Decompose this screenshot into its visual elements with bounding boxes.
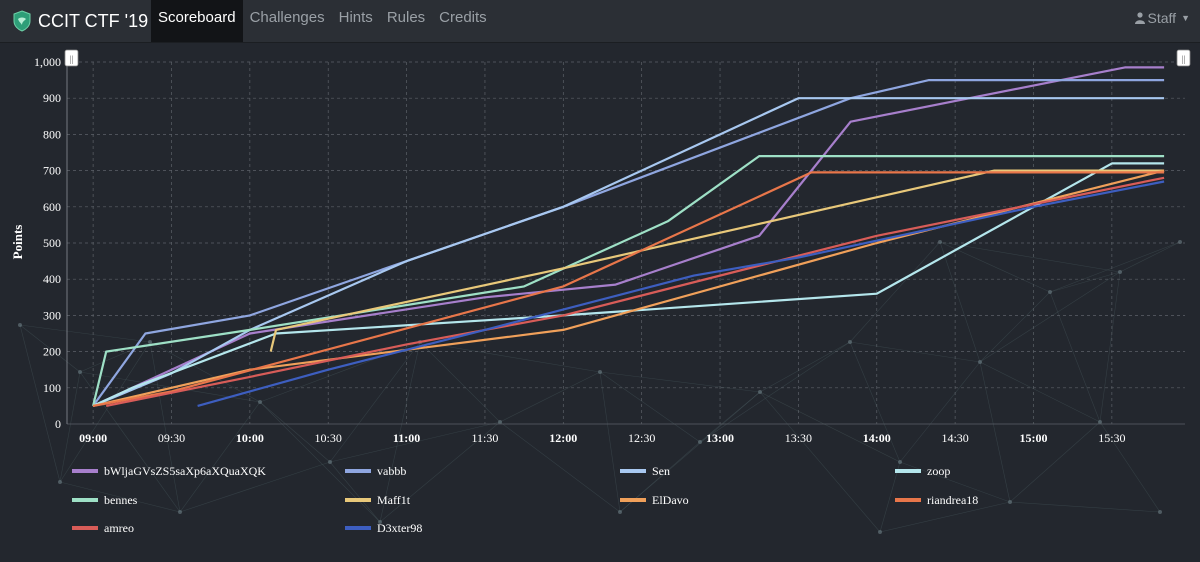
legend-swatch bbox=[895, 469, 921, 473]
x-tick-label: 11:30 bbox=[471, 431, 498, 445]
series-line-Sen[interactable] bbox=[92, 97, 1165, 407]
legend-swatch bbox=[620, 498, 646, 502]
series-line-zoop[interactable] bbox=[92, 162, 1165, 407]
y-tick-label: 400 bbox=[43, 272, 61, 286]
legend-item[interactable]: zoop bbox=[895, 464, 950, 478]
shield-logo-icon bbox=[13, 10, 31, 32]
y-tick-label: 700 bbox=[43, 164, 61, 178]
legend-label: Maff1t bbox=[377, 493, 411, 507]
x-tick-label: 15:30 bbox=[1098, 431, 1125, 445]
x-tick-label: 11:00 bbox=[393, 431, 420, 445]
y-tick-label: 200 bbox=[43, 345, 61, 359]
legend: bWljaGVsZS5saXp6aXQuaXQK vabbb Sen zoop benn… bbox=[72, 464, 978, 535]
legend-swatch bbox=[72, 498, 98, 502]
x-tick-label: 14:00 bbox=[863, 431, 891, 445]
legend-item[interactable]: Sen bbox=[620, 464, 670, 478]
series-lines bbox=[92, 66, 1165, 407]
tab-hints[interactable]: Hints bbox=[338, 9, 373, 26]
legend-swatch bbox=[345, 526, 371, 530]
legend-label: D3xter98 bbox=[377, 521, 422, 535]
legend-item[interactable]: riandrea18 bbox=[895, 493, 978, 507]
series-line-ElDavo[interactable] bbox=[92, 169, 1165, 407]
legend-swatch bbox=[72, 469, 98, 473]
brand[interactable]: CCIT CTF '19 bbox=[12, 0, 148, 42]
range-handle-left[interactable]: || bbox=[64, 49, 79, 67]
app-title: CCIT CTF '19 bbox=[38, 10, 149, 31]
legend-label: bennes bbox=[104, 493, 138, 507]
legend-label: zoop bbox=[927, 464, 950, 478]
x-tick-label: 12:00 bbox=[549, 431, 577, 445]
legend-label: vabbb bbox=[377, 464, 406, 478]
y-tick-label: 1,000 bbox=[34, 55, 61, 69]
y-tick-label: 300 bbox=[43, 308, 61, 322]
series-line-bennes[interactable] bbox=[92, 155, 1165, 407]
legend-item[interactable]: D3xter98 bbox=[345, 521, 422, 535]
legend-item[interactable]: ElDavo bbox=[620, 493, 689, 507]
y-tick-label: 100 bbox=[43, 381, 61, 395]
user-icon bbox=[1134, 12, 1145, 24]
y-tick-label: 800 bbox=[43, 127, 61, 141]
top-navbar: CCIT CTF '19 Scoreboard Challenges Hints Ru… bbox=[0, 0, 1200, 43]
series-line-bWljaGVsZS5saXp6aXQuaXQK[interactable] bbox=[92, 66, 1165, 407]
caret-down-icon: ▼ bbox=[1181, 13, 1190, 23]
legend-swatch bbox=[345, 469, 371, 473]
legend-swatch bbox=[895, 498, 921, 502]
x-tick-label: 09:00 bbox=[79, 431, 107, 445]
legend-label: bWljaGVsZS5saXp6aXQuaXQK bbox=[104, 464, 266, 478]
legend-item[interactable]: bennes bbox=[72, 493, 138, 507]
range-handle-left-grip: || bbox=[70, 54, 74, 64]
legend-label: Sen bbox=[652, 464, 670, 478]
legend-item[interactable]: amreo bbox=[72, 521, 134, 535]
range-handle-right-grip: || bbox=[1182, 54, 1186, 64]
legend-swatch bbox=[72, 526, 98, 530]
legend-swatch bbox=[620, 469, 646, 473]
y-tick-label: 600 bbox=[43, 200, 61, 214]
y-axis-title: Points bbox=[10, 225, 25, 260]
x-tick-label: 13:30 bbox=[785, 431, 812, 445]
y-axis: 0 100 200 300 400 500 600 700 800 900 1,000 bbox=[34, 55, 61, 431]
user-menu-label: Staff bbox=[1147, 10, 1177, 26]
legend-label: ElDavo bbox=[652, 493, 689, 507]
x-tick-label: 15:00 bbox=[1019, 431, 1047, 445]
series-line-riandrea18[interactable] bbox=[92, 171, 1165, 407]
scoreboard-chart: 0 100 200 300 400 500 600 700 800 900 1,000 09:00 0… bbox=[0, 42, 1200, 557]
x-tick-label: 13:00 bbox=[706, 431, 734, 445]
background-network-decoration bbox=[18, 240, 1182, 534]
tab-credits[interactable]: Credits bbox=[439, 9, 487, 26]
x-tick-label: 10:00 bbox=[236, 431, 264, 445]
legend-item[interactable]: vabbb bbox=[345, 464, 406, 478]
x-tick-label: 10:30 bbox=[315, 431, 342, 445]
tab-scoreboard[interactable]: Scoreboard bbox=[151, 0, 243, 42]
x-tick-label: 12:30 bbox=[628, 431, 655, 445]
legend-item[interactable]: bWljaGVsZS5saXp6aXQuaXQK bbox=[72, 464, 266, 478]
x-tick-label: 09:30 bbox=[158, 431, 185, 445]
series-line-Maff1t[interactable] bbox=[269, 169, 1165, 352]
y-tick-label: 500 bbox=[43, 236, 61, 250]
range-handle-right[interactable]: || bbox=[1176, 49, 1191, 67]
main-nav: Scoreboard Challenges Hints Rules Credits bbox=[151, 0, 494, 42]
legend-label: amreo bbox=[104, 521, 134, 535]
x-axis: 09:00 09:30 10:00 10:30 11:00 11:30 12:00 12:30… bbox=[79, 431, 1125, 445]
y-tick-label: 0 bbox=[55, 417, 61, 431]
user-menu[interactable]: Staff ▼ bbox=[1134, 0, 1190, 36]
grid bbox=[66, 61, 1185, 425]
x-tick-label: 14:30 bbox=[941, 431, 968, 445]
tab-rules[interactable]: Rules bbox=[386, 9, 426, 26]
legend-item[interactable]: Maff1t bbox=[345, 493, 411, 507]
legend-label: riandrea18 bbox=[927, 493, 978, 507]
range-selector: || || bbox=[64, 49, 1191, 67]
tab-challenges[interactable]: Challenges bbox=[249, 9, 325, 26]
legend-swatch bbox=[345, 498, 371, 502]
y-tick-label: 900 bbox=[43, 91, 61, 105]
series-line-D3xter98[interactable] bbox=[197, 180, 1165, 407]
